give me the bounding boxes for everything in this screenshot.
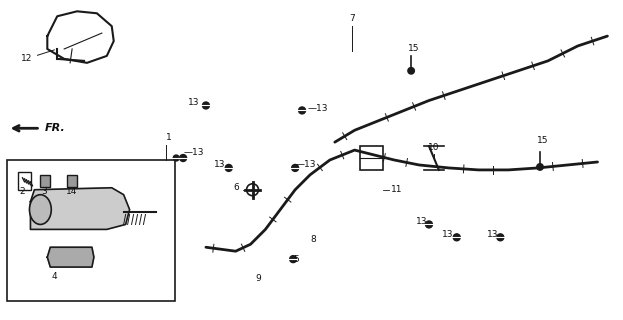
Text: 1: 1 [166, 133, 172, 142]
Text: 12: 12 [21, 50, 55, 63]
Text: 9: 9 [255, 275, 261, 284]
Text: —13: —13 [308, 104, 328, 113]
Polygon shape [47, 247, 94, 267]
Bar [359, 146, 383, 170]
Text: 4: 4 [52, 272, 57, 282]
Circle shape [290, 256, 297, 263]
Circle shape [407, 67, 415, 75]
Bar [67, 175, 77, 187]
Circle shape [298, 107, 305, 114]
Bar [17, 172, 31, 190]
Text: 5: 5 [293, 255, 299, 264]
Text: 8: 8 [310, 235, 316, 244]
Circle shape [292, 164, 298, 172]
Text: 13: 13 [188, 98, 199, 107]
Text: 6: 6 [233, 183, 239, 192]
Circle shape [179, 155, 187, 162]
Circle shape [173, 155, 179, 161]
Text: 15: 15 [408, 44, 420, 53]
Text: 2: 2 [20, 187, 26, 196]
Text: 13: 13 [416, 217, 427, 226]
Text: 3: 3 [42, 187, 47, 196]
Text: 14: 14 [67, 187, 78, 196]
Ellipse shape [29, 195, 51, 224]
Circle shape [226, 164, 232, 172]
Text: 7: 7 [349, 14, 354, 23]
Bar [40, 175, 50, 187]
Text: —13: —13 [183, 148, 204, 156]
Polygon shape [31, 188, 130, 229]
Circle shape [426, 221, 432, 228]
Circle shape [497, 234, 504, 241]
Text: FR.: FR. [44, 123, 65, 133]
Text: 15: 15 [537, 136, 549, 145]
Text: 10: 10 [428, 143, 440, 152]
Text: —13: —13 [295, 160, 316, 170]
Circle shape [536, 163, 544, 171]
Text: 13: 13 [442, 230, 454, 239]
Circle shape [454, 234, 460, 241]
Circle shape [202, 102, 209, 109]
Text: 11: 11 [391, 185, 403, 194]
Text: 13: 13 [214, 160, 226, 170]
Text: 13: 13 [487, 230, 498, 239]
Bar [7, 160, 175, 301]
